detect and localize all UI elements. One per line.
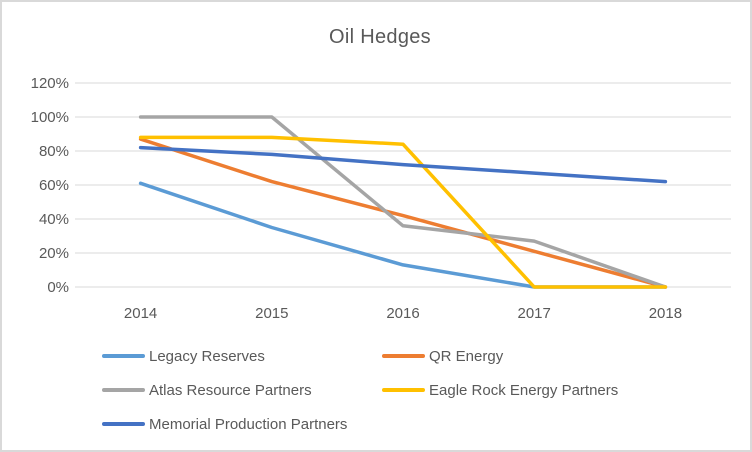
y-axis-tick-label: 60% [39,177,69,194]
y-axis-tick-label: 120% [31,75,69,92]
x-axis-tick-label: 2015 [255,305,288,322]
series-line-legacy-reserves [138,181,668,289]
y-axis-tick-label: 40% [39,211,69,228]
x-axis-tick-label: 2017 [518,305,551,322]
series-line-eagle-rock-energy-partners [138,135,668,289]
chart-title: Oil Hedges [329,26,431,48]
series-line-atlas-resource-partners [138,115,668,289]
x-axis-tick-label: 2014 [124,305,157,322]
y-axis-tick-label: 80% [39,143,69,160]
series-line-qr-energy [138,137,668,289]
y-axis-tick-label: 0% [47,279,69,296]
y-axis-tick-label: 20% [39,245,69,262]
y-axis-tick-label: 100% [31,109,69,126]
x-axis-tick-label: 2016 [386,305,419,322]
series-line-memorial-production-partners [138,145,668,184]
x-axis-tick-label: 2018 [649,305,682,322]
